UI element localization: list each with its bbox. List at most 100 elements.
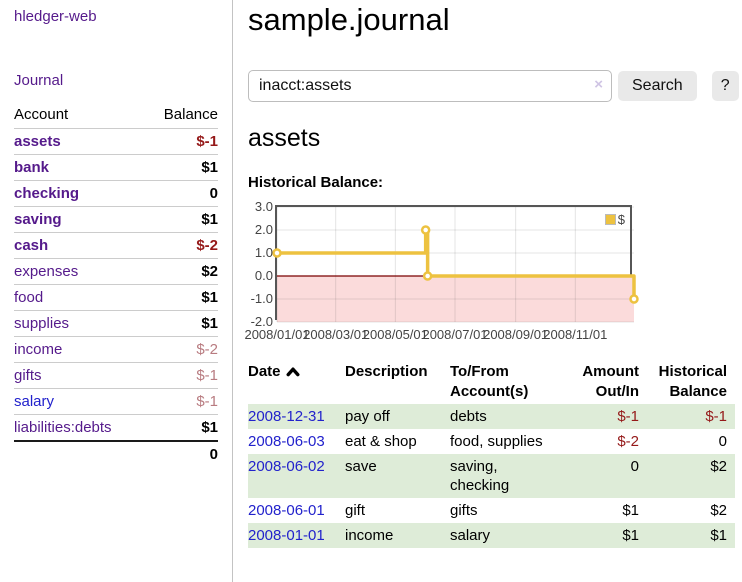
account-balance: $1 (201, 159, 218, 176)
account-link-salary[interactable]: salary (14, 393, 55, 410)
accounts-total-row: 0 (14, 441, 218, 467)
account-heading: assets (248, 124, 321, 152)
sidebar: hledger-web Journal Account Balance asse… (0, 0, 233, 582)
transaction-date-link[interactable]: 2008-06-02 (248, 458, 325, 475)
historical-balance-chart: $ 3.0 2.0 1.0 0.0 -1.0 -2.0 2008/01/01 2008/03/… (244, 199, 742, 350)
account-row: supplies $1 (14, 310, 218, 337)
main-content: sample.journal × Search ? assets Histori… (244, 0, 742, 582)
register-header-date[interactable]: Date (248, 358, 345, 404)
account-link-liabilities-debts[interactable]: liabilities:debts (14, 419, 112, 436)
register-row: 2008-06-03 eat & shop food, supplies $-2… (248, 429, 735, 454)
account-balance: $-1 (196, 133, 218, 150)
transaction-amount: $-1 (617, 408, 639, 425)
register-header-balance: Historical Balance (658, 363, 727, 400)
x-axis-tick-label: 2008/03/01 (303, 327, 369, 342)
account-link-assets[interactable]: assets (14, 133, 61, 150)
account-balance: $2 (201, 263, 218, 280)
account-link-cash[interactable]: cash (14, 237, 49, 254)
balance-line-svg (272, 206, 639, 323)
accounts-header-balance: Balance (163, 106, 218, 123)
account-row: liabilities:debts $1 (14, 414, 218, 442)
transaction-description: gift (345, 502, 366, 519)
account-row: salary $-1 (14, 388, 218, 415)
accounts-header-account: Account (14, 106, 69, 123)
transaction-date-link[interactable]: 2008-06-01 (248, 502, 325, 519)
register-row: 2008-12-31 pay off debts $-1 $-1 (248, 404, 735, 429)
account-link-bank[interactable]: bank (14, 159, 50, 176)
y-axis-tick-label: 0.0 (254, 268, 273, 283)
account-link-expenses[interactable]: expenses (14, 263, 79, 280)
chart-plot: $ (272, 205, 639, 323)
register-table: Date Description To/From Account(s) Amou… (248, 358, 735, 548)
account-link-gifts[interactable]: gifts (14, 367, 42, 384)
transaction-balance: $-1 (705, 408, 727, 425)
sidebar-item-journal[interactable]: Journal (14, 72, 64, 89)
account-row: gifts $-1 (14, 362, 218, 389)
account-link-supplies[interactable]: supplies (14, 315, 70, 332)
transaction-date-link[interactable]: 2008-12-31 (248, 408, 325, 425)
transaction-amount: $1 (622, 527, 639, 544)
y-axis-tick-label: 3.0 (254, 199, 273, 214)
x-axis-tick-label: 2008/01/01 (244, 327, 310, 342)
y-axis-tick-label: 1.0 (254, 245, 273, 260)
transaction-accounts: salary (450, 527, 491, 544)
account-balance: 0 (209, 185, 218, 202)
transaction-amount: 0 (630, 458, 639, 475)
account-balance: $1 (201, 211, 218, 228)
account-row: assets $-1 (14, 128, 218, 155)
transaction-description: save (345, 458, 377, 475)
transaction-accounts: debts (450, 408, 487, 425)
account-balance: $1 (201, 315, 218, 332)
transaction-accounts: food, supplies (450, 433, 543, 450)
account-row: cash $-2 (14, 232, 218, 259)
x-axis-tick-label: 2008/05/01 (362, 327, 428, 342)
chart-title: Historical Balance: (248, 174, 384, 191)
y-axis-tick-label: -1.0 (250, 291, 273, 306)
help-button[interactable]: ? (711, 71, 739, 101)
account-balance: $-1 (196, 393, 218, 410)
x-axis-tick-label: 2008/11/01 (543, 327, 608, 342)
transaction-date-link[interactable]: 2008-01-01 (248, 527, 325, 544)
x-axis-tick-label: 2008/07/01 (422, 327, 488, 342)
register-header-description: Description (345, 363, 428, 380)
account-balance: $-2 (196, 237, 218, 254)
account-row: saving $1 (14, 206, 218, 233)
account-link-checking[interactable]: checking (14, 185, 80, 202)
register-row: 2008-06-02 save saving, checking 0 $2 (248, 454, 735, 498)
search-input[interactable] (248, 70, 612, 102)
account-balance: $1 (201, 289, 218, 306)
sort-ascending-icon (286, 367, 300, 377)
page-title: sample.journal (248, 2, 450, 37)
transaction-description: income (345, 527, 394, 544)
app-brand-link[interactable]: hledger-web (14, 8, 97, 25)
transaction-balance: $2 (710, 502, 727, 519)
y-axis-tick-label: 2.0 (254, 222, 273, 237)
account-link-food[interactable]: food (14, 289, 44, 306)
y-axis-tick-label: -2.0 (250, 314, 273, 329)
transaction-date-link[interactable]: 2008-06-03 (248, 433, 325, 450)
clear-search-icon[interactable]: × (594, 76, 603, 93)
transaction-balance: 0 (718, 433, 727, 450)
register-header-amount: Amount Out/In (582, 363, 639, 400)
transaction-accounts: saving, checking (450, 458, 510, 494)
account-row: checking 0 (14, 180, 218, 207)
account-balance: $-2 (196, 341, 218, 358)
transaction-amount: $1 (622, 502, 639, 519)
x-axis-tick-label: 2008/09/01 (483, 327, 549, 342)
transaction-accounts: gifts (450, 502, 478, 519)
search-button[interactable]: Search (618, 71, 697, 101)
transaction-balance: $1 (710, 527, 727, 544)
account-row: expenses $2 (14, 258, 218, 285)
account-link-saving[interactable]: saving (14, 211, 62, 228)
transaction-description: eat & shop (345, 433, 417, 450)
transaction-description: pay off (345, 408, 390, 425)
date-header-label: Date (248, 363, 281, 380)
legend-label: $ (617, 212, 625, 227)
register-row: 2008-06-01 gift gifts $1 $2 (248, 498, 735, 523)
transaction-amount: $-2 (617, 433, 639, 450)
register-header-row: Date Description To/From Account(s) Amou… (248, 358, 735, 404)
transaction-balance: $2 (710, 458, 727, 475)
account-link-income[interactable]: income (14, 341, 63, 358)
account-balance: $-1 (196, 367, 218, 384)
legend-swatch-icon (604, 214, 616, 225)
